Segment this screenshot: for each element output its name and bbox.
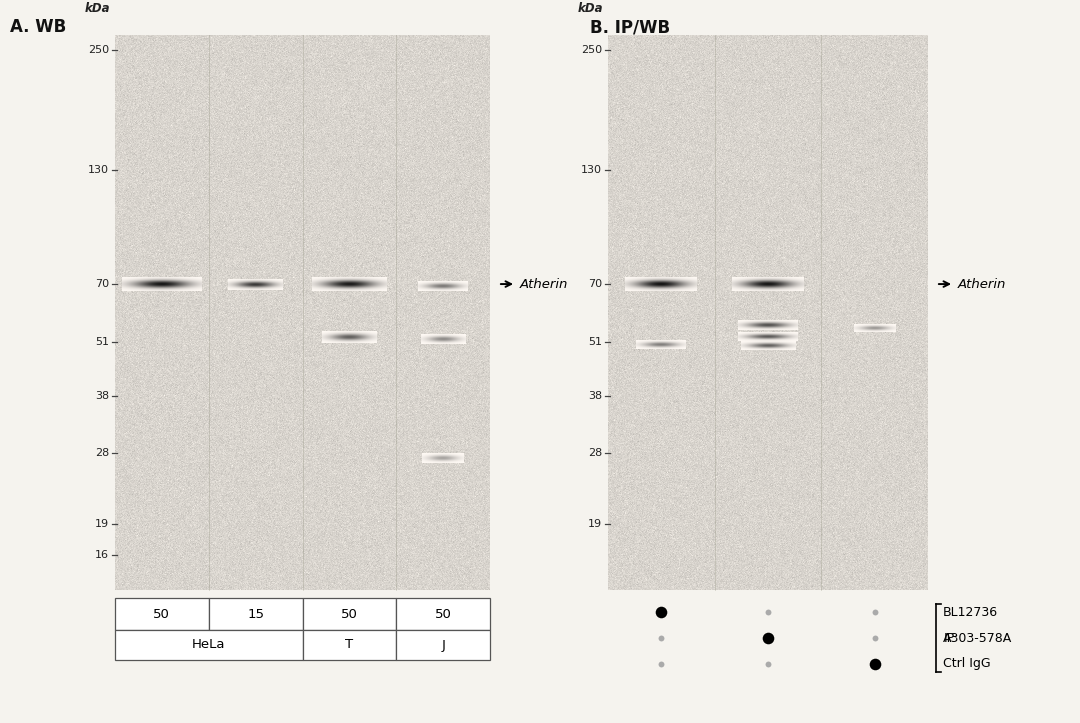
Bar (302, 598, 396, 630)
Text: 28: 28 (95, 448, 109, 458)
Text: kDa: kDa (84, 2, 110, 15)
Bar (396, 630, 490, 660)
Text: 70: 70 (95, 279, 109, 289)
Point (866, 606, 883, 617)
Bar (114, 598, 208, 630)
Text: 19: 19 (588, 519, 602, 529)
Text: 38: 38 (588, 391, 602, 401)
Text: 28: 28 (588, 448, 602, 458)
Text: Ctrl IgG: Ctrl IgG (943, 657, 990, 670)
Point (652, 606, 670, 617)
Text: T: T (346, 638, 353, 651)
Point (866, 658, 883, 669)
Text: 19: 19 (95, 519, 109, 529)
Text: 15: 15 (247, 607, 265, 620)
Bar (302, 630, 396, 660)
Text: 50: 50 (434, 607, 451, 620)
Point (652, 632, 670, 643)
Text: 38: 38 (95, 391, 109, 401)
Point (759, 606, 777, 617)
Bar (396, 598, 490, 630)
Text: B. IP/WB: B. IP/WB (590, 18, 670, 36)
Point (759, 632, 777, 643)
Text: BL12736: BL12736 (943, 605, 998, 618)
Text: 130: 130 (581, 166, 602, 175)
Text: 50: 50 (153, 607, 171, 620)
Text: 250: 250 (581, 45, 602, 55)
Text: 130: 130 (87, 166, 109, 175)
Point (652, 658, 670, 669)
Text: HeLa: HeLa (192, 638, 226, 651)
Point (866, 632, 883, 643)
Text: 51: 51 (588, 338, 602, 347)
Bar (208, 598, 302, 630)
Bar (114, 630, 302, 660)
Text: 51: 51 (95, 338, 109, 347)
Text: kDa: kDa (578, 2, 603, 15)
Text: J: J (442, 638, 445, 651)
Text: 50: 50 (341, 607, 357, 620)
Text: Atherin: Atherin (519, 278, 568, 291)
Text: Atherin: Atherin (958, 278, 1007, 291)
Text: 250: 250 (87, 45, 109, 55)
Text: IP: IP (944, 631, 955, 644)
Text: 16: 16 (95, 550, 109, 560)
Text: 70: 70 (588, 279, 602, 289)
Text: A303-578A: A303-578A (943, 631, 1012, 644)
Text: A. WB: A. WB (10, 18, 66, 36)
Point (759, 658, 777, 669)
